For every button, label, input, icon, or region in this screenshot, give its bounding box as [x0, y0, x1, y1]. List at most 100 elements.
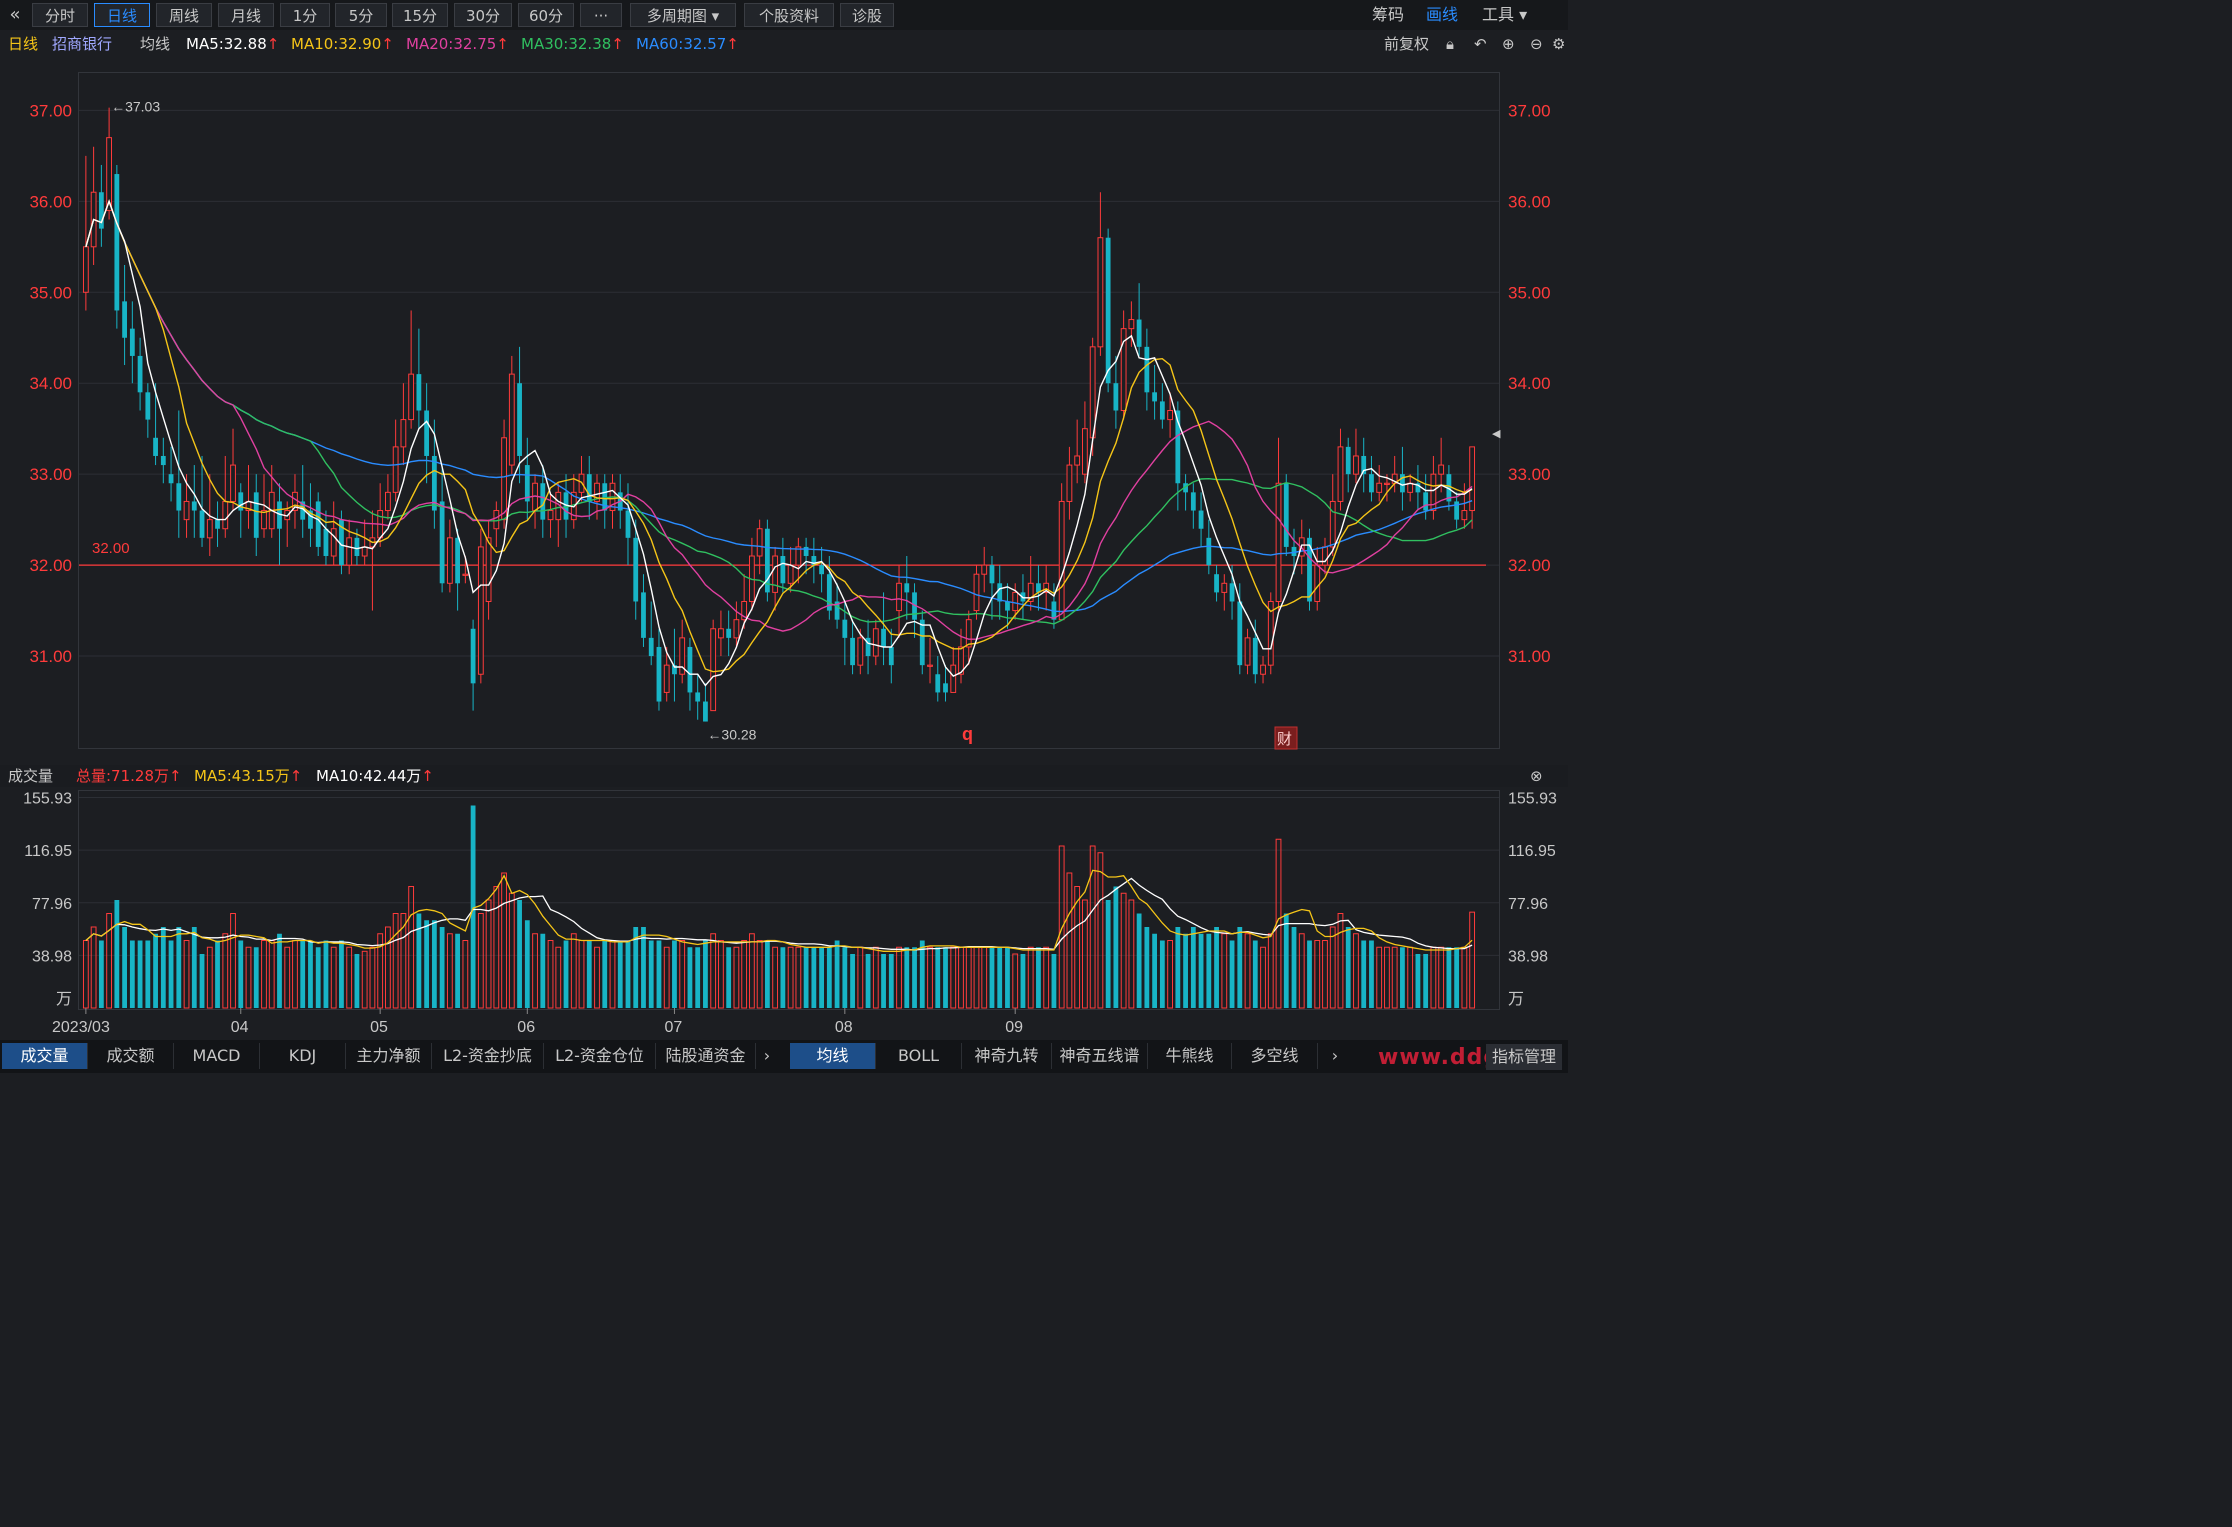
- tab-7[interactable]: 30分: [454, 3, 512, 27]
- price-tick-left-3: 34.00: [29, 374, 72, 393]
- candle-body-33: [339, 519, 344, 566]
- undo-icon[interactable]: ↶: [1474, 35, 1487, 53]
- candle-body-175: [1438, 464, 1445, 475]
- close-circle-icon[interactable]: ⊗: [1530, 767, 1543, 785]
- indicator-tab-3[interactable]: KDJ: [260, 1043, 346, 1069]
- tab-6[interactable]: 15分: [392, 3, 448, 27]
- candle-body-75: [663, 664, 670, 693]
- candle-body-80: [703, 701, 708, 722]
- volume-bar-42: [408, 886, 415, 1009]
- gear-icon[interactable]: ⚙: [1552, 35, 1566, 53]
- stock-name[interactable]: 招商银行: [52, 35, 113, 53]
- indicator-tab-2[interactable]: MACD: [174, 1043, 260, 1069]
- candle-body-165: [1361, 455, 1367, 475]
- overlay-tab-3[interactable]: 神奇五线谱: [1052, 1043, 1148, 1069]
- candle-body-149: [1237, 601, 1243, 666]
- chip-button[interactable]: 筹码: [1372, 5, 1405, 24]
- volume-bar-170: [1400, 947, 1405, 1008]
- volume-bar-27: [292, 940, 298, 1009]
- back-icon[interactable]: «: [9, 4, 21, 25]
- volume-bar-92: [795, 946, 802, 1009]
- price-tick-left-1: 36.00: [29, 192, 72, 211]
- candle-body-116: [981, 564, 988, 575]
- candle-body-153: [1267, 600, 1274, 666]
- tab-1[interactable]: 日线: [94, 3, 150, 27]
- volume-bar-18: [222, 933, 229, 1009]
- indicator-tab-4[interactable]: 主力净额: [346, 1043, 432, 1069]
- candle-body-49: [462, 573, 469, 576]
- overlay-tab-4[interactable]: 牛熊线: [1148, 1043, 1232, 1069]
- kline-panel[interactable]: [78, 72, 1500, 749]
- tab-9[interactable]: ···: [580, 3, 622, 27]
- candle-body-124: [1043, 582, 1050, 593]
- volume-bar-171: [1407, 946, 1414, 1009]
- volume-bar-57: [524, 920, 530, 1008]
- volume-bar-158: [1307, 940, 1312, 1008]
- indicator-tab-5[interactable]: L2-资金抄底: [432, 1043, 544, 1069]
- candle-body-117: [989, 565, 995, 584]
- candle-body-103: [881, 628, 886, 647]
- candle-body-145: [1206, 537, 1212, 566]
- volume-bar-65: [586, 940, 592, 1008]
- ma-label[interactable]: 均线: [140, 35, 171, 53]
- volume-bar-7: [137, 940, 143, 1008]
- indicator-manage-button[interactable]: 指标管理: [1486, 1044, 1563, 1070]
- candle-body-110: [935, 674, 941, 693]
- candle-body-46: [439, 501, 445, 584]
- tab-4[interactable]: 1分: [280, 3, 330, 27]
- tab-5[interactable]: 5分: [335, 3, 387, 27]
- volume-bar-132: [1105, 900, 1111, 1008]
- overlay-tab-2[interactable]: 神奇九转: [962, 1043, 1052, 1069]
- volume-bar-48: [455, 933, 461, 1008]
- lock-icon[interactable]: 🔒︎: [1446, 35, 1454, 53]
- tab-12[interactable]: 诊股: [840, 3, 894, 27]
- overlay-tab-0[interactable]: 均线: [790, 1043, 876, 1069]
- candle-body-106: [904, 583, 910, 593]
- candle-body-18: [222, 500, 229, 530]
- candle-body-138: [1152, 392, 1158, 402]
- candle-body-158: [1307, 537, 1312, 602]
- volume-title[interactable]: 成交量: [8, 767, 54, 785]
- volume-bar-54: [501, 872, 507, 1009]
- chart-svg: 37.00 37.00 36.00 36.00 35.00 35.00 34.00 34.00…: [23, 99, 1557, 1036]
- zoom-in-icon[interactable]: ⊕: [1502, 35, 1515, 53]
- indicator-tab-1[interactable]: 成交额: [88, 1043, 174, 1069]
- candle-body-91: [787, 564, 794, 584]
- volume-bar-58: [532, 933, 538, 1009]
- tab-2[interactable]: 周线: [156, 3, 212, 27]
- ma-info-bar: 日线 招商银行 均线 MA5:32.88↑ MA10:32.90↑ MA20:3…: [0, 32, 1568, 56]
- tabs-scroll-right-icon-2[interactable]: ›: [1331, 1046, 1339, 1065]
- tab-10[interactable]: 多周期图 ▾: [630, 3, 736, 27]
- candle-body-13: [183, 500, 190, 521]
- volume-bar-71: [633, 927, 639, 1008]
- volume-bar-89: [772, 946, 779, 1009]
- tabs-scroll-right-icon[interactable]: ›: [763, 1046, 771, 1065]
- overlay-tab-1[interactable]: BOLL: [876, 1043, 962, 1069]
- candle-body-12: [176, 483, 182, 511]
- indicator-tab-7[interactable]: 陆股通资金: [656, 1043, 756, 1069]
- tab-3[interactable]: 月线: [218, 3, 274, 27]
- volume-bar-119: [1005, 947, 1010, 1008]
- tab-8[interactable]: 60分: [518, 3, 574, 27]
- volume-bar-16: [206, 946, 213, 1009]
- tab-0[interactable]: 分时: [32, 3, 88, 27]
- volume-bar-69: [617, 940, 623, 1008]
- tools-menu[interactable]: 工具 ▾: [1482, 5, 1528, 24]
- candle-body-179: [1469, 446, 1476, 512]
- volume-bar-44: [424, 920, 430, 1008]
- indicator-tab-6[interactable]: L2-资金仓位: [544, 1043, 656, 1069]
- zoom-out-icon[interactable]: ⊖: [1530, 35, 1543, 53]
- candle-body-34: [346, 537, 353, 566]
- volume-panel[interactable]: [78, 790, 1500, 1010]
- overlay-tab-5[interactable]: 多空线: [1232, 1043, 1318, 1069]
- draw-line-button[interactable]: 画线: [1426, 5, 1459, 24]
- indicator-tab-0[interactable]: 成交量: [2, 1043, 88, 1069]
- volume-bar-114: [965, 946, 972, 1009]
- tab-11[interactable]: 个股资料: [744, 3, 834, 27]
- adjust-select[interactable]: 前复权: [1384, 35, 1430, 53]
- candle-body-96: [826, 574, 832, 611]
- volume-bar-0: [82, 940, 89, 1009]
- volume-bar-51: [477, 913, 484, 1009]
- candle-body-127: [1066, 464, 1073, 502]
- volume-bar-86: [748, 933, 755, 1009]
